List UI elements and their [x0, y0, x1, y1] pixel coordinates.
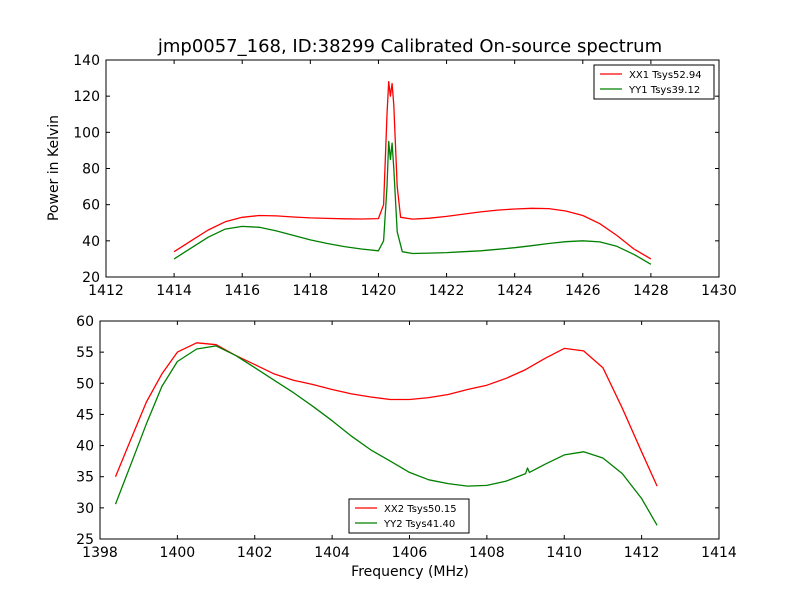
top-x-tick-label: 1420 [361, 283, 397, 299]
bottom-x-tick-label: 1398 [82, 545, 118, 561]
top-legend-box [593, 64, 715, 100]
bottom-y-tick-label: 40 [76, 439, 94, 455]
top-y-tick-label: 120 [73, 89, 100, 105]
bottom-legend-box [348, 498, 470, 534]
bottom-y-tick-label: 45 [76, 407, 94, 423]
top-y-tick-label: 20 [82, 270, 100, 286]
bottom-legend-label-yy2: YY2 Tsys41.40 [383, 519, 455, 530]
top-y-tick-label: 60 [82, 198, 100, 214]
top-series-line-yy1 [173, 140, 652, 265]
top-x-tick-label: 1426 [565, 283, 601, 299]
top-x-tick-label: 1430 [701, 283, 737, 299]
bottom-series-line-xx2 [114, 342, 658, 487]
bottom-y-tick-label: 50 [76, 376, 94, 392]
bottom-axis-ticks: 1398 1400 1402 1404 1406 1408 1410 1412 1414 25 30… [76, 314, 737, 561]
bottom-legend-label-xx2: XX2 Tsys50.15 [384, 504, 457, 515]
bottom-series-line-yy2 [114, 345, 658, 526]
bottom-x-tick-label: 1402 [237, 545, 273, 561]
bottom-x-tick-label: 1412 [624, 545, 660, 561]
bottom-y-tick-label: 35 [76, 470, 94, 486]
bottom-y-tick-label: 60 [76, 314, 94, 330]
top-legend: XX1 Tsys52.94 YY1 Tsys39.12 [593, 64, 715, 100]
bottom-x-tick-label: 1406 [392, 545, 428, 561]
bottom-x-tick-label: 1404 [314, 545, 350, 561]
bottom-x-tick-label: 1414 [701, 545, 737, 561]
top-x-tick-label: 1418 [293, 283, 329, 299]
top-legend-label-xx1: XX1 Tsys52.94 [629, 70, 702, 81]
bottom-y-tick-label: 25 [76, 532, 94, 548]
top-x-tick-label: 1422 [429, 283, 465, 299]
top-x-tick-label: 1428 [633, 283, 669, 299]
top-chart-title: jmp0057_168, ID:38299 Calibrated On-sour… [157, 36, 662, 57]
bottom-legend: XX2 Tsys50.15 YY2 Tsys41.40 [348, 498, 470, 534]
bottom-y-tick-label: 55 [76, 345, 94, 361]
top-y-tick-label: 80 [82, 162, 100, 178]
bottom-series-group [114, 342, 658, 526]
top-x-tick-label: 1424 [497, 283, 533, 299]
top-y-tick-label: 100 [73, 125, 100, 141]
top-axis-ticks: 1412 1414 1416 1418 1420 1422 1424 1426 1428 1430… [73, 53, 737, 299]
top-x-tick-label: 1412 [88, 283, 124, 299]
top-series-group [173, 81, 652, 265]
bottom-x-tick-label: 1400 [160, 545, 196, 561]
top-x-tick-label: 1416 [224, 283, 260, 299]
top-legend-label-yy1: YY1 Tsys39.12 [628, 85, 700, 96]
top-x-tick-label: 1414 [156, 283, 192, 299]
top-series-line-xx1 [173, 81, 652, 260]
bottom-x-tick-label: 1408 [469, 545, 505, 561]
top-y-tick-label: 40 [82, 234, 100, 250]
bottom-x-axis-label: Frequency (MHz) [351, 564, 469, 580]
top-y-axis-label: Power in Kelvin [46, 115, 62, 221]
bottom-y-tick-label: 30 [76, 501, 94, 517]
bottom-x-tick-label: 1410 [546, 545, 582, 561]
top-y-tick-label: 140 [73, 53, 100, 69]
